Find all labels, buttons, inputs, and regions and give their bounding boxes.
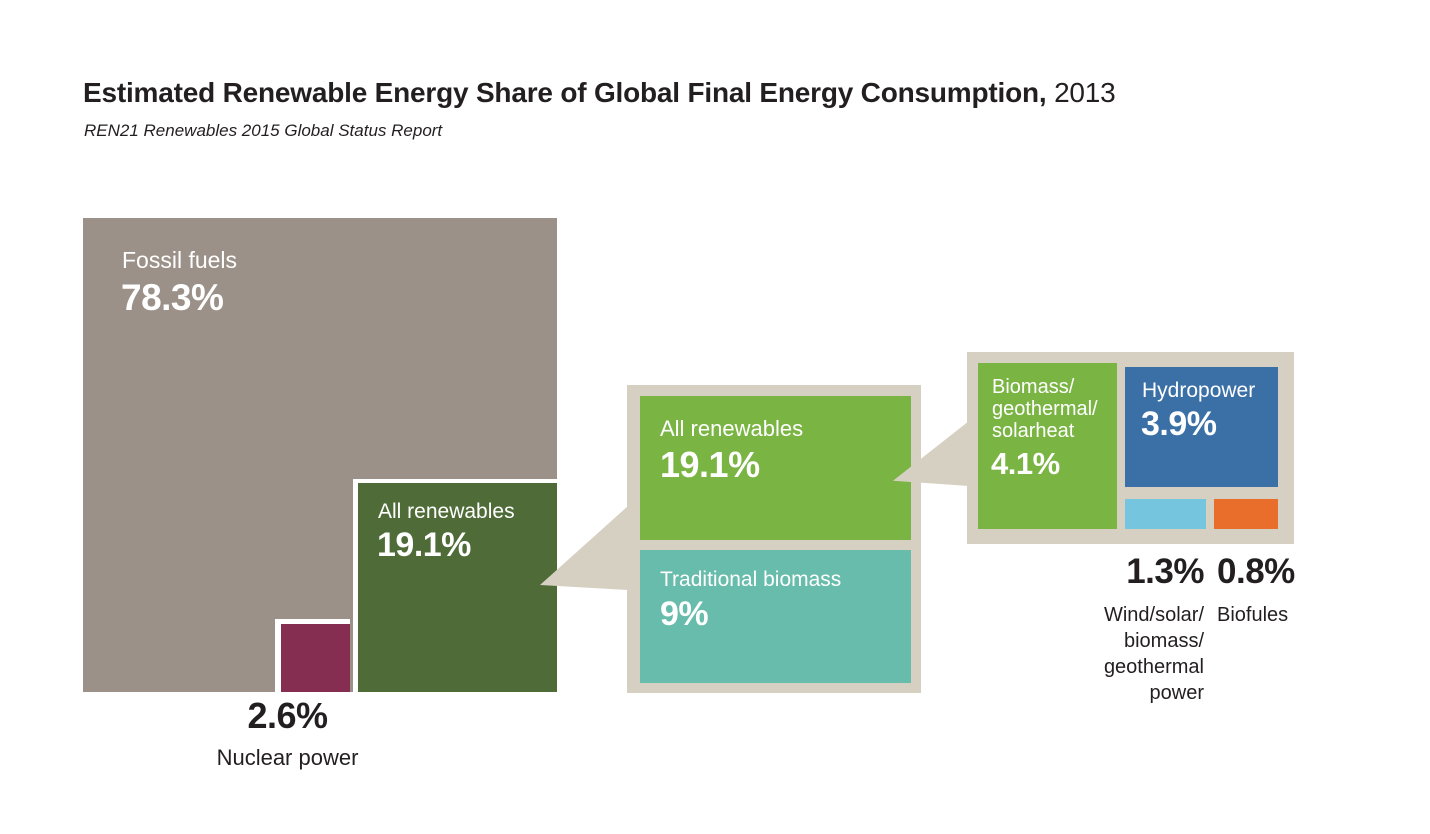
panel1-all-renewables-value: 19.1% xyxy=(660,444,760,485)
chart-subtitle: REN21 Renewables 2015 Global Status Repo… xyxy=(84,121,443,140)
hydropower-value: 3.9% xyxy=(1141,405,1217,443)
all-renewables-value: 19.1% xyxy=(377,526,471,564)
fossil-fuels-value: 78.3% xyxy=(121,277,224,318)
traditional-biomass-label: Traditional biomass xyxy=(660,568,842,591)
nuclear-power-label: Nuclear power xyxy=(216,745,359,770)
biomass-geothermal-solarheat-label: Biomass/ geothermal/ solarheat xyxy=(992,376,1117,442)
hydropower-block: Hydropower 3.9% xyxy=(1125,367,1278,487)
biofuels-value: 0.8% xyxy=(1217,552,1295,591)
renewables-breakdown-panel: All renewables 19.1% Traditional biomass… xyxy=(627,385,921,693)
biofuels-label: Biofules xyxy=(1217,604,1289,626)
wind-solar-value: 1.3% xyxy=(1126,552,1204,591)
traditional-biomass-value: 9% xyxy=(660,595,709,633)
modern-renewables-panel: Biomass/ geothermal/ solarheat 4.1% Hydr… xyxy=(967,352,1294,544)
biomass-geothermal-solarheat-value: 4.1% xyxy=(991,446,1060,481)
fossil-fuels-block: Fossil fuels 78.3% xyxy=(83,218,557,692)
chart-title-year: 2013 xyxy=(1046,77,1116,108)
label-line: geothermal xyxy=(1103,656,1204,678)
label-line: biomass/ xyxy=(1123,630,1204,652)
label-line: Wind/solar/ xyxy=(1103,604,1204,626)
label-line: solarheat xyxy=(992,420,1075,442)
nuclear-power-caption: 2.6% Nuclear power xyxy=(190,697,385,771)
biomass-geothermal-solarheat-block: Biomass/ geothermal/ solarheat 4.1% xyxy=(978,363,1117,529)
label-line: Biomass/ xyxy=(992,376,1075,398)
traditional-biomass-block: Traditional biomass 9% xyxy=(640,550,911,683)
nuclear-power-value: 2.6% xyxy=(247,695,328,736)
fossil-fuels-label: Fossil fuels xyxy=(122,247,238,273)
chart-title: Estimated Renewable Energy Share of Glob… xyxy=(83,76,1116,110)
nuclear-power-block xyxy=(275,619,350,692)
wind-solar-caption: 1.3% Wind/solar/ biomass/ geothermal pow… xyxy=(1020,552,1205,706)
all-renewables-label: All renewables xyxy=(378,500,515,523)
hydropower-label: Hydropower xyxy=(1142,379,1256,402)
biofuels-block xyxy=(1214,499,1278,529)
panel1-all-renewables-label: All renewables xyxy=(660,416,804,441)
label-line: power xyxy=(1149,682,1204,704)
chart-title-main: Estimated Renewable Energy Share of Glob… xyxy=(83,77,1047,108)
biofuels-caption: 0.8% Biofules xyxy=(1217,554,1337,628)
wind-solar-biomass-geothermal-power-block xyxy=(1125,499,1206,529)
all-renewables-block: All renewables 19.1% xyxy=(353,479,557,692)
wind-solar-label: Wind/solar/ biomass/ geothermal power xyxy=(1020,602,1204,706)
label-line: geothermal/ xyxy=(992,398,1098,420)
panel1-all-renewables-block: All renewables 19.1% xyxy=(640,396,911,540)
